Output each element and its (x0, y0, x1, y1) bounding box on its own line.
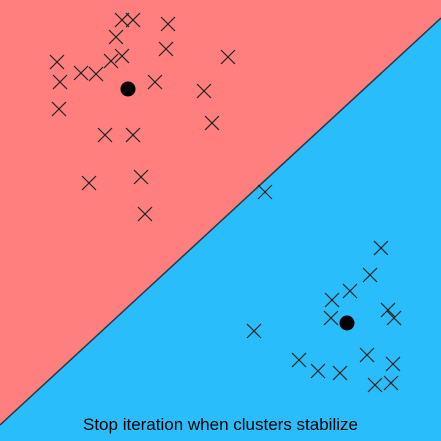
cluster-b-point (373, 240, 389, 256)
cluster-a-point (103, 53, 119, 69)
cluster-b-point (291, 352, 307, 368)
cluster-b-centroid (339, 315, 355, 331)
cluster-a-point (125, 127, 141, 143)
data-points (49, 12, 402, 393)
cluster-b-point (332, 365, 348, 381)
cluster-a-point (125, 12, 141, 28)
cluster-b-point (310, 363, 326, 379)
cluster-a-point (220, 49, 236, 65)
cluster-b-point (367, 377, 383, 393)
cluster-a-point (147, 74, 163, 90)
cluster-b-point (385, 356, 401, 372)
cluster-b-point (324, 292, 340, 308)
cluster-a-point (97, 127, 113, 143)
cluster-a-point (204, 115, 220, 131)
centroids (120, 81, 355, 331)
cluster-a-point (158, 41, 174, 57)
cluster-b-point (342, 283, 358, 299)
cluster-a-point (52, 74, 68, 90)
cluster-a-point (81, 175, 97, 191)
cluster-a-point (73, 65, 89, 81)
cluster-a-centroid (120, 81, 136, 97)
cluster-a-point (51, 101, 67, 117)
decision-boundary (0, 17, 441, 426)
caption: Stop iteration when clusters stabilize (83, 415, 358, 434)
cluster-b-point (362, 267, 378, 283)
cluster-b-point (380, 302, 396, 318)
cluster-a-point (108, 29, 124, 45)
cluster-a-point (196, 83, 212, 99)
cluster-b-region (0, 18, 441, 441)
cluster-b-point (246, 323, 262, 339)
cluster-b-point (323, 310, 339, 326)
cluster-a-point (137, 206, 153, 222)
cluster-a-region (0, 0, 441, 425)
cluster-b-point (359, 347, 375, 363)
cluster-a-point (49, 54, 65, 70)
cluster-a-point (88, 66, 104, 82)
cluster-a-point (114, 12, 130, 28)
cluster-b-point (257, 184, 273, 200)
cluster-a-point (160, 16, 176, 32)
cluster-a-point (133, 169, 149, 185)
cluster-b-point (386, 310, 402, 326)
cluster-b-point (383, 375, 399, 391)
cluster-a-point (114, 48, 130, 64)
